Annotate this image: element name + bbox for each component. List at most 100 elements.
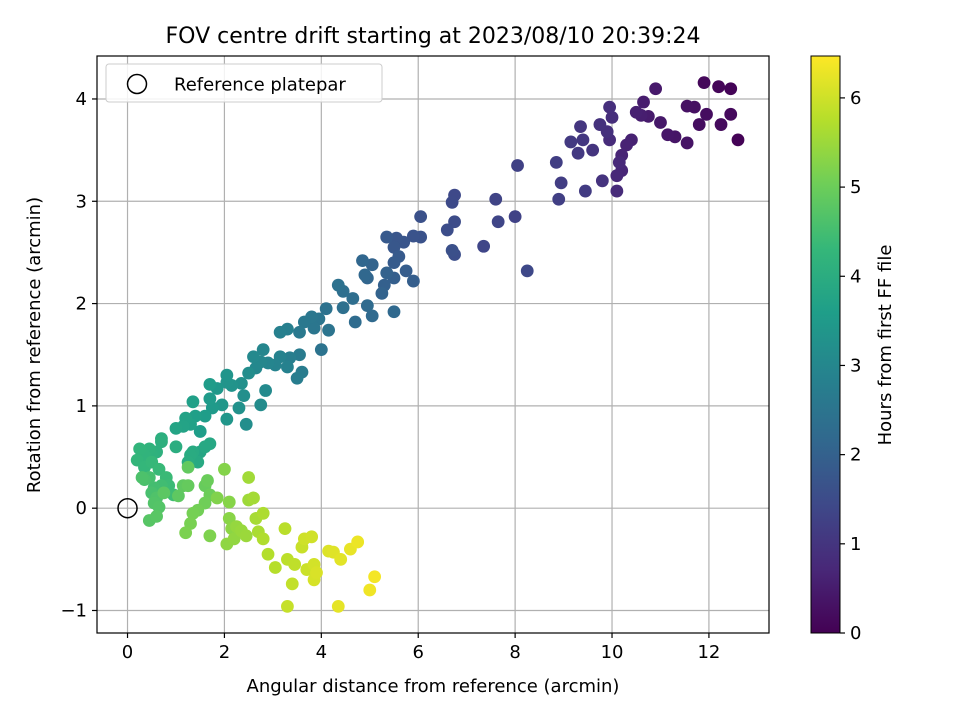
data-point bbox=[273, 325, 287, 339]
data-point bbox=[186, 395, 200, 409]
data-point bbox=[169, 440, 183, 454]
data-point bbox=[445, 243, 459, 257]
data-point bbox=[368, 570, 382, 584]
data-point bbox=[654, 116, 667, 129]
x-tick-label: 8 bbox=[509, 642, 520, 663]
data-point bbox=[210, 491, 224, 505]
colorbar-tick-label: 4 bbox=[850, 266, 861, 287]
data-point bbox=[520, 264, 534, 278]
y-tick-label: −1 bbox=[60, 600, 87, 621]
data-point bbox=[610, 184, 624, 198]
data-point bbox=[649, 82, 663, 96]
data-point bbox=[288, 558, 302, 571]
data-point bbox=[380, 266, 394, 280]
data-point bbox=[254, 398, 268, 412]
data-point bbox=[612, 155, 626, 169]
data-point bbox=[406, 274, 420, 288]
colorbar-label: Hours from first FF file bbox=[875, 245, 896, 446]
data-point bbox=[201, 474, 214, 487]
data-point bbox=[336, 301, 350, 315]
data-point bbox=[181, 479, 195, 493]
data-point bbox=[508, 210, 522, 224]
data-point bbox=[227, 532, 241, 546]
data-point bbox=[179, 526, 193, 540]
plot-frame bbox=[96, 55, 770, 634]
reference-platepar-marker bbox=[117, 497, 138, 519]
chart-title: FOV centre drift starting at 2023/08/10 … bbox=[166, 24, 701, 49]
data-point bbox=[331, 278, 345, 292]
data-point bbox=[198, 440, 212, 454]
data-point bbox=[152, 462, 166, 476]
data-point bbox=[714, 118, 728, 131]
colorbar-tick-label: 5 bbox=[850, 177, 861, 198]
data-point bbox=[724, 107, 738, 121]
data-point bbox=[322, 323, 335, 337]
data-point bbox=[700, 107, 713, 121]
data-point bbox=[365, 258, 379, 272]
data-point bbox=[637, 95, 650, 109]
data-point bbox=[281, 600, 294, 613]
data-point bbox=[661, 128, 675, 142]
data-point bbox=[203, 377, 217, 391]
data-point bbox=[220, 412, 234, 426]
data-point bbox=[268, 561, 282, 574]
data-point bbox=[549, 155, 563, 169]
data-point bbox=[348, 315, 362, 329]
data-point bbox=[319, 302, 333, 316]
data-point bbox=[331, 600, 345, 613]
data-point bbox=[491, 215, 505, 229]
data-point bbox=[256, 343, 270, 357]
x-axis-label: Angular distance from reference (arcmin) bbox=[247, 676, 620, 697]
data-point bbox=[356, 254, 369, 268]
data-point bbox=[586, 143, 600, 157]
data-point bbox=[334, 552, 348, 566]
data-point bbox=[133, 442, 147, 456]
data-point bbox=[198, 409, 212, 423]
data-point bbox=[731, 133, 745, 147]
x-tick-label: 10 bbox=[601, 642, 624, 663]
data-point bbox=[571, 146, 585, 160]
plot-background bbox=[97, 56, 769, 633]
data-point bbox=[171, 489, 185, 503]
data-point bbox=[310, 566, 323, 580]
x-tick-label: 4 bbox=[316, 642, 327, 663]
data-point bbox=[259, 384, 273, 397]
data-point bbox=[290, 371, 304, 385]
colorbar: 0 1 2 3 4 5 6 Hours from first FF file bbox=[810, 55, 896, 644]
data-point bbox=[239, 417, 253, 431]
legend: Reference platepar bbox=[105, 63, 383, 103]
y-tick-label: 3 bbox=[76, 191, 87, 212]
data-point bbox=[256, 506, 270, 520]
colorbar-ticks: 0 1 2 3 4 5 6 bbox=[840, 88, 861, 644]
data-points bbox=[130, 76, 745, 613]
data-point bbox=[375, 286, 389, 300]
legend-open-circle-marker bbox=[126, 73, 148, 95]
data-point bbox=[193, 425, 207, 438]
data-point bbox=[358, 268, 372, 282]
data-point bbox=[305, 530, 319, 544]
data-point bbox=[232, 401, 246, 415]
data-point bbox=[477, 239, 491, 253]
y-axis-ticks: −1 0 1 2 3 4 bbox=[60, 89, 97, 621]
data-point bbox=[406, 229, 420, 243]
data-point bbox=[220, 368, 234, 382]
data-point bbox=[387, 256, 401, 270]
data-point bbox=[222, 495, 236, 509]
data-point bbox=[261, 547, 275, 561]
data-point bbox=[365, 309, 379, 323]
data-point bbox=[135, 471, 149, 484]
data-point bbox=[314, 343, 328, 357]
x-tick-label: 2 bbox=[219, 642, 230, 663]
data-point bbox=[387, 305, 401, 319]
colorbar-tick-label: 0 bbox=[850, 623, 861, 644]
x-tick-label: 6 bbox=[412, 642, 423, 663]
data-point bbox=[605, 110, 619, 124]
data-point bbox=[554, 176, 568, 190]
data-point bbox=[578, 184, 592, 198]
data-point bbox=[346, 292, 360, 305]
colorbar-gradient bbox=[810, 55, 841, 634]
data-point bbox=[239, 529, 253, 543]
data-point bbox=[285, 577, 299, 591]
data-point bbox=[724, 82, 738, 96]
